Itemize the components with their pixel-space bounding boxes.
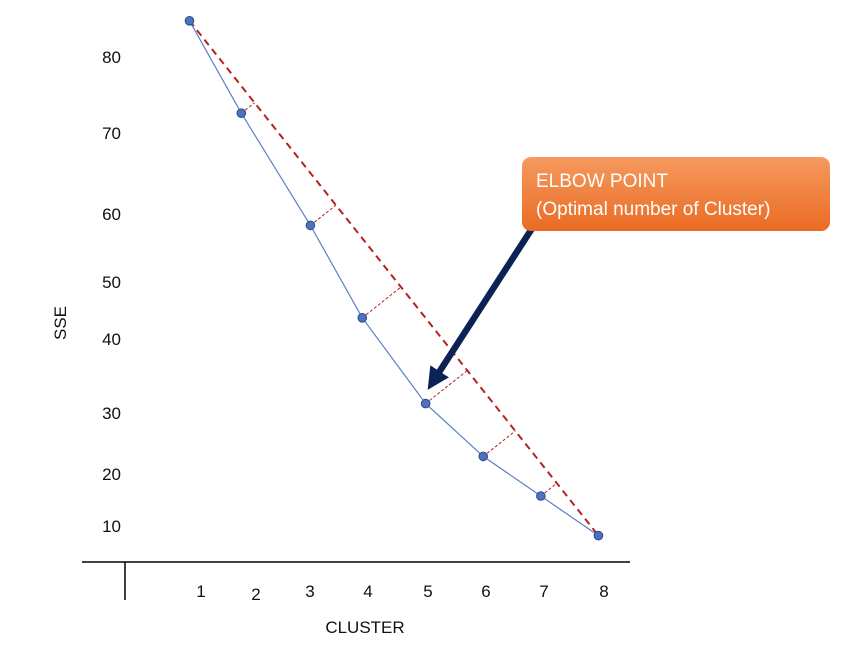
distance-line	[425, 370, 468, 404]
points-group	[184, 16, 604, 541]
data-point	[420, 398, 431, 409]
distance-lines	[241, 102, 558, 497]
y-tick-label: 80	[102, 48, 121, 67]
x-tick-label: 8	[599, 582, 608, 601]
data-point	[305, 220, 316, 231]
distance-line	[361, 286, 402, 319]
reference-line-group	[188, 20, 600, 537]
data-point	[478, 451, 489, 462]
y-tick-label: 50	[102, 273, 121, 292]
sse-curve	[188, 20, 599, 537]
y-tick-label: 60	[102, 205, 121, 224]
x-tick-label: 1	[196, 582, 205, 601]
distance-line	[310, 204, 337, 226]
y-tick-label: 10	[102, 517, 121, 536]
distance-line	[482, 430, 516, 457]
x-tick-label: 6	[481, 582, 490, 601]
x-tick-label: 7	[539, 582, 548, 601]
data-point	[184, 16, 195, 26]
curve-group	[188, 20, 599, 537]
reference-line	[188, 20, 600, 537]
y-tick-label: 40	[102, 330, 121, 349]
data-point	[357, 313, 368, 323]
annotation-arrow-group	[427, 204, 548, 390]
elbow-arrow	[427, 204, 548, 390]
x-tick-label: 4	[363, 582, 372, 601]
x-tick-label: 2	[251, 585, 260, 604]
elbow-point-callout: ELBOW POINT (Optimal number of Cluster)	[522, 157, 830, 231]
x-tick-label: 3	[305, 582, 314, 601]
y-tick-label: 20	[102, 465, 121, 484]
y-tick-label: 70	[102, 124, 121, 143]
x-axis-title: CLUSTER	[325, 618, 404, 637]
y-tick-label: 30	[102, 404, 121, 423]
x-tick-label: 5	[423, 582, 432, 601]
callout-title: ELBOW POINT	[536, 171, 668, 192]
data-point	[593, 530, 604, 541]
data-point	[236, 108, 247, 118]
distance-line	[540, 482, 558, 497]
y-axis-title: SSE	[51, 306, 70, 340]
callout-subtitle: (Optimal number of Cluster)	[536, 199, 771, 220]
data-point	[536, 491, 546, 501]
